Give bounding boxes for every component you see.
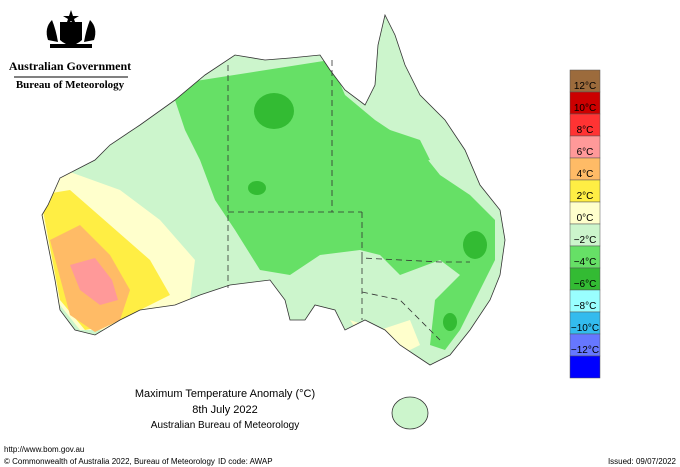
legend-label: −2°C bbox=[574, 235, 597, 246]
map-date: 8th July 2022 bbox=[192, 404, 257, 416]
legend-label: −6°C bbox=[574, 279, 597, 290]
legend: 12°C 10°C 8°C 6°C 4°C 2°C 0°C −2°C −4°C −6°C −8°C −… bbox=[569, 69, 601, 379]
coat-of-arms bbox=[46, 10, 96, 48]
bureau-name: Bureau of Meteorology bbox=[16, 79, 125, 91]
legend-swatch bbox=[569, 355, 601, 379]
legend-label: 10°C bbox=[574, 103, 596, 114]
legend-label: 8°C bbox=[577, 125, 594, 136]
map-source: Australian Bureau of Meteorology bbox=[151, 420, 299, 431]
legend-label: 12°C bbox=[574, 81, 596, 92]
issued: Issued: 09/07/2022 bbox=[608, 457, 677, 466]
legend-label: −4°C bbox=[574, 257, 597, 268]
legend-label: 6°C bbox=[577, 147, 594, 158]
id-code: ID code: AWAP bbox=[218, 457, 273, 466]
copyright: © Commonwealth of Australia 2022, Bureau… bbox=[4, 457, 215, 466]
australia-map bbox=[41, 14, 506, 430]
gov-title: Australian Government bbox=[9, 59, 131, 73]
legend-label: 0°C bbox=[577, 213, 594, 224]
legend-label: −10°C bbox=[571, 323, 599, 334]
url: http://www.bom.gov.au bbox=[4, 445, 84, 454]
map-title: Maximum Temperature Anomaly (°C) bbox=[135, 388, 315, 400]
legend-label: 2°C bbox=[577, 191, 594, 202]
legend-label: −12°C bbox=[571, 345, 599, 356]
legend-label: 4°C bbox=[577, 169, 594, 180]
legend-label: −8°C bbox=[574, 301, 597, 312]
